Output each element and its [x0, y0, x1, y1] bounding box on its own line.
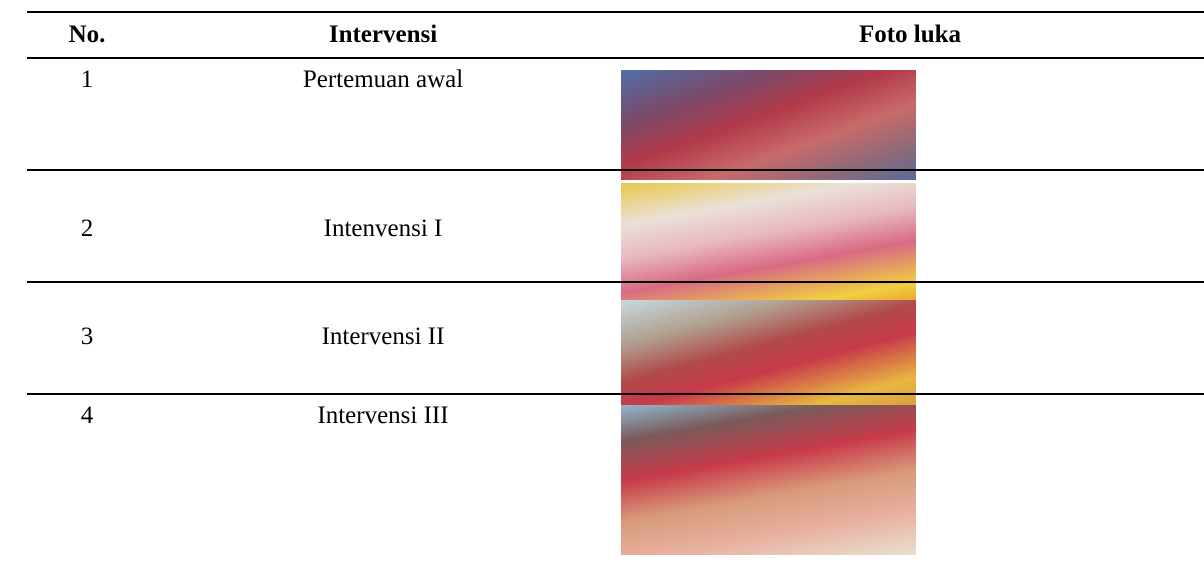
table-top-rule — [27, 11, 1204, 13]
row-number: 2 — [80, 215, 94, 242]
intervention: Intenvensi I — [323, 215, 443, 242]
row-rule — [27, 281, 1204, 283]
row-number: 3 — [80, 323, 94, 350]
header-cell: No. — [68, 21, 106, 48]
intervention: Pertemuan awal — [302, 66, 464, 93]
wound-photo — [621, 300, 916, 405]
row-rule — [27, 169, 1204, 171]
wound-photo — [621, 405, 916, 555]
header-cell: Intervensi — [328, 21, 438, 48]
wound-photo — [621, 70, 916, 180]
row-number: 4 — [80, 402, 94, 429]
header-rule — [27, 57, 1204, 59]
intervention: Intervensi II — [321, 323, 445, 350]
row-number: 1 — [80, 66, 94, 93]
wound-photo — [621, 183, 916, 300]
header-cell: Foto luka — [858, 21, 962, 48]
intervention: Intervensi III — [317, 402, 449, 429]
row-rule — [27, 393, 1204, 395]
